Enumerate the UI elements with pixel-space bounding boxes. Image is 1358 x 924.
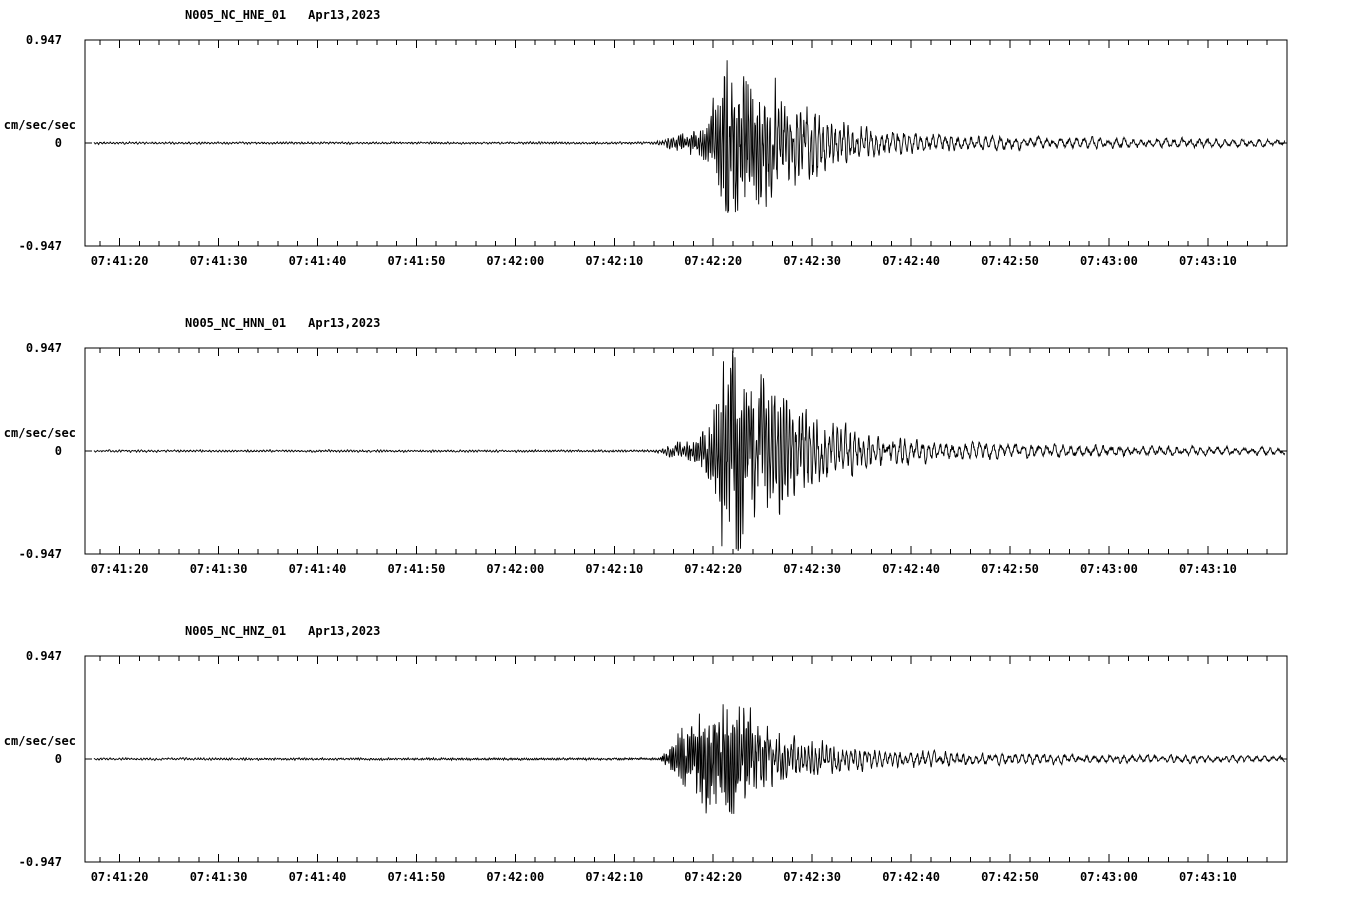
y-max-label: 0.947 xyxy=(25,33,62,47)
seismic-trace xyxy=(93,350,1286,551)
y-unit-label: cm/sec/sec xyxy=(3,734,76,748)
waveform-plot xyxy=(84,39,1288,247)
date-label: Apr13,2023 xyxy=(308,8,381,22)
seismic-trace xyxy=(93,704,1285,814)
y-min-label: -0.947 xyxy=(18,239,62,253)
y-min-label: -0.947 xyxy=(18,855,62,869)
trace-title: N005_NC_HNE_01 Apr13,2023 xyxy=(185,8,380,22)
y-max-label: 0.947 xyxy=(25,341,62,355)
date-label: Apr13,2023 xyxy=(308,316,381,330)
station-channel-label: N005_NC_HNN_01 xyxy=(185,316,287,330)
trace-title: N005_NC_HNN_01 Apr13,2023 xyxy=(185,316,380,330)
date-label: Apr13,2023 xyxy=(308,624,381,638)
y-unit-label: cm/sec/sec xyxy=(3,426,76,440)
y-zero-label: 0 xyxy=(54,136,62,150)
station-channel-label: N005_NC_HNE_01 xyxy=(185,8,287,22)
plot-frame xyxy=(84,655,1288,863)
seismogram-panel-hnn: N005_NC_HNN_01 Apr13,2023 0.947 cm/sec/se… xyxy=(0,308,1358,616)
seismic-trace xyxy=(93,60,1286,213)
plot-frame xyxy=(84,39,1288,247)
seismogram-panel-hne: N005_NC_HNE_01 Apr13,2023 0.947 cm/sec/se… xyxy=(0,0,1358,308)
trace-title: N005_NC_HNZ_01 Apr13,2023 xyxy=(185,624,380,638)
y-unit-label: cm/sec/sec xyxy=(3,118,76,132)
waveform-plot xyxy=(84,347,1288,555)
y-zero-label: 0 xyxy=(54,752,62,766)
plot-frame xyxy=(84,347,1288,555)
y-min-label: -0.947 xyxy=(18,547,62,561)
waveform-plot xyxy=(84,655,1288,863)
station-channel-label: N005_NC_HNZ_01 xyxy=(185,624,287,638)
seismogram-panel-hnz: N005_NC_HNZ_01 Apr13,2023 0.947 cm/sec/se… xyxy=(0,616,1358,924)
y-zero-label: 0 xyxy=(54,444,62,458)
y-max-label: 0.947 xyxy=(25,649,62,663)
